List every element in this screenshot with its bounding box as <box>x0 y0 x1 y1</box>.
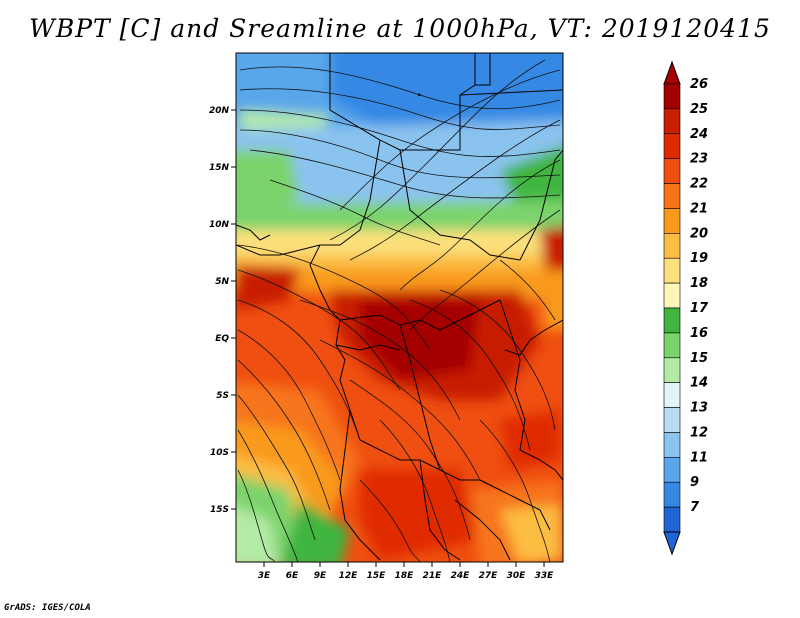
lon-label: 24E <box>451 571 471 581</box>
lon-label: 18E <box>395 571 415 581</box>
streamlines <box>237 59 561 562</box>
colorbar-label: 23 <box>690 152 708 167</box>
map-frame <box>235 52 564 563</box>
colorbar-label: 25 <box>690 102 708 117</box>
colorbar-label: 15 <box>690 351 708 366</box>
lat-label: 10N <box>209 220 230 230</box>
lat-axis: 20N 15N 10N 5N EQ 5S 10S 15S <box>209 106 236 515</box>
lon-label: 33E <box>535 571 555 581</box>
colorbar-box <box>663 133 681 159</box>
lat-label: 5S <box>216 391 229 401</box>
colorbar-label: 9 <box>690 475 699 490</box>
colorbar-box <box>663 257 681 284</box>
colorbar-label: 19 <box>690 251 708 266</box>
colorbar-label: 11 <box>690 450 708 465</box>
colorbar-top-arrow <box>663 60 681 85</box>
colorbar-box <box>663 208 681 234</box>
colorbar-box <box>663 282 681 309</box>
lon-label: 3E <box>258 571 271 581</box>
colorbar-box <box>663 457 681 483</box>
lon-label: 12E <box>339 571 359 581</box>
colorbar-label: 21 <box>690 201 708 216</box>
colorbar-labels: 26 25 24 23 22 21 20 19 18 17 16 15 14 13 12 11 9 7 <box>690 77 709 515</box>
colorbar-box <box>663 407 681 433</box>
colorbar-box <box>663 357 681 383</box>
colorbar-box <box>663 432 681 458</box>
lat-label: 15N <box>209 163 230 173</box>
colorbar-boxes <box>663 83 681 533</box>
lon-label: 9E <box>314 571 327 581</box>
colorbar-label: 17 <box>690 301 709 316</box>
country-boundaries <box>236 53 563 561</box>
colorbar-bottom-arrow <box>663 531 681 556</box>
colorbar: 26 25 24 23 22 21 20 19 18 17 16 15 14 13 12 11 9 7 <box>663 60 709 556</box>
lat-label: 20N <box>209 106 230 116</box>
colorbar-box <box>663 481 681 508</box>
colorbar-label: 14 <box>690 376 708 391</box>
lon-label: 15E <box>367 571 387 581</box>
colorbar-box <box>663 108 681 135</box>
colorbar-box <box>663 307 681 334</box>
colorbar-box <box>663 382 681 408</box>
map-title: WBPT [C] and Sreamline at 1000hPa, VT: 2… <box>29 14 771 43</box>
colorbar-label: 12 <box>690 425 708 440</box>
lat-label: EQ <box>215 334 229 344</box>
colorbar-label: 22 <box>690 177 708 192</box>
colorbar-label: 26 <box>690 77 708 92</box>
grads-credit: GrADS: IGES/COLA <box>4 603 91 613</box>
lat-label: 15S <box>210 505 229 515</box>
lon-axis: 3E 6E 9E 12E 15E 18E 21E 24E 27E 30E 33E <box>258 562 554 581</box>
colorbar-box <box>663 233 681 259</box>
colorbar-label: 24 <box>690 127 708 142</box>
colorbar-box <box>663 183 681 209</box>
lat-label: 10S <box>210 448 229 458</box>
colorbar-label: 18 <box>690 276 708 291</box>
colorbar-box <box>663 332 681 359</box>
lon-label: 21E <box>423 571 443 581</box>
colorbar-label: 7 <box>690 500 700 515</box>
lon-label: 27E <box>479 571 499 581</box>
lat-label: 5N <box>215 277 229 287</box>
colorbar-box <box>663 158 681 184</box>
colorbar-box <box>663 83 681 110</box>
colorbar-label: 16 <box>690 326 708 341</box>
colorbar-box <box>663 506 681 533</box>
lon-label: 6E <box>286 571 299 581</box>
lon-label: 30E <box>507 571 527 581</box>
colorbar-label: 13 <box>690 401 708 416</box>
colorbar-label: 20 <box>690 226 708 241</box>
wbpt-shading <box>236 53 563 562</box>
